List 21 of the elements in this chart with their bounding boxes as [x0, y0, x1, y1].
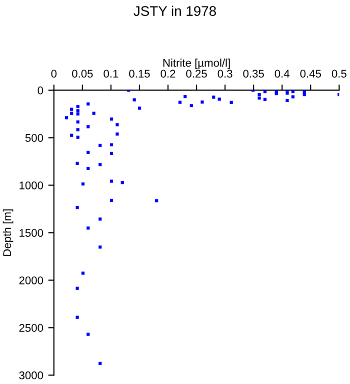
x-tick-label: 0.4 [274, 70, 290, 78]
x-tick-label: 0.35 [243, 70, 264, 78]
x-tick-label: 0.2 [160, 70, 176, 78]
y-tick-label: 500 [25, 134, 44, 142]
x-tick-label: 0.15 [129, 70, 150, 78]
y-tick-label: 2500 [19, 324, 44, 332]
y-tick-label: 1000 [20, 181, 44, 190]
y-axis-title: Depth [m] [2, 209, 14, 256]
x-tick-label: 0.5 [332, 70, 346, 78]
x-axis-title: Nitrite [µmol/l] [163, 58, 230, 69]
x-tick-label: 0.45 [300, 70, 321, 78]
x-tick-label: 0.1 [104, 70, 118, 78]
y-tick-label: 2000 [19, 276, 44, 284]
x-tick-label: 0.25 [186, 70, 207, 78]
y-tick-label: 0 [38, 86, 44, 94]
x-tick-label: 0.3 [218, 70, 232, 78]
y-tick-label: 3000 [19, 371, 44, 380]
x-tick-label: 0.05 [72, 70, 93, 78]
y-tick-label: 1500 [20, 228, 44, 237]
chart-title: JSTY in 1978 [134, 6, 216, 16]
x-tick-label: 0 [51, 70, 57, 78]
